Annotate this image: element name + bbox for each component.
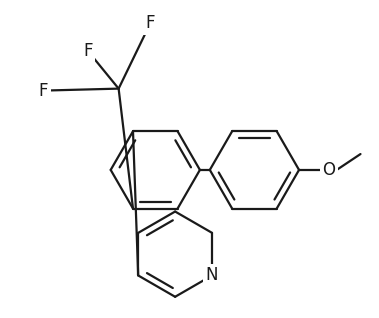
Text: F: F xyxy=(39,82,48,100)
Text: F: F xyxy=(83,42,92,60)
Text: F: F xyxy=(146,14,155,32)
Text: N: N xyxy=(206,266,218,285)
Text: O: O xyxy=(322,161,335,179)
